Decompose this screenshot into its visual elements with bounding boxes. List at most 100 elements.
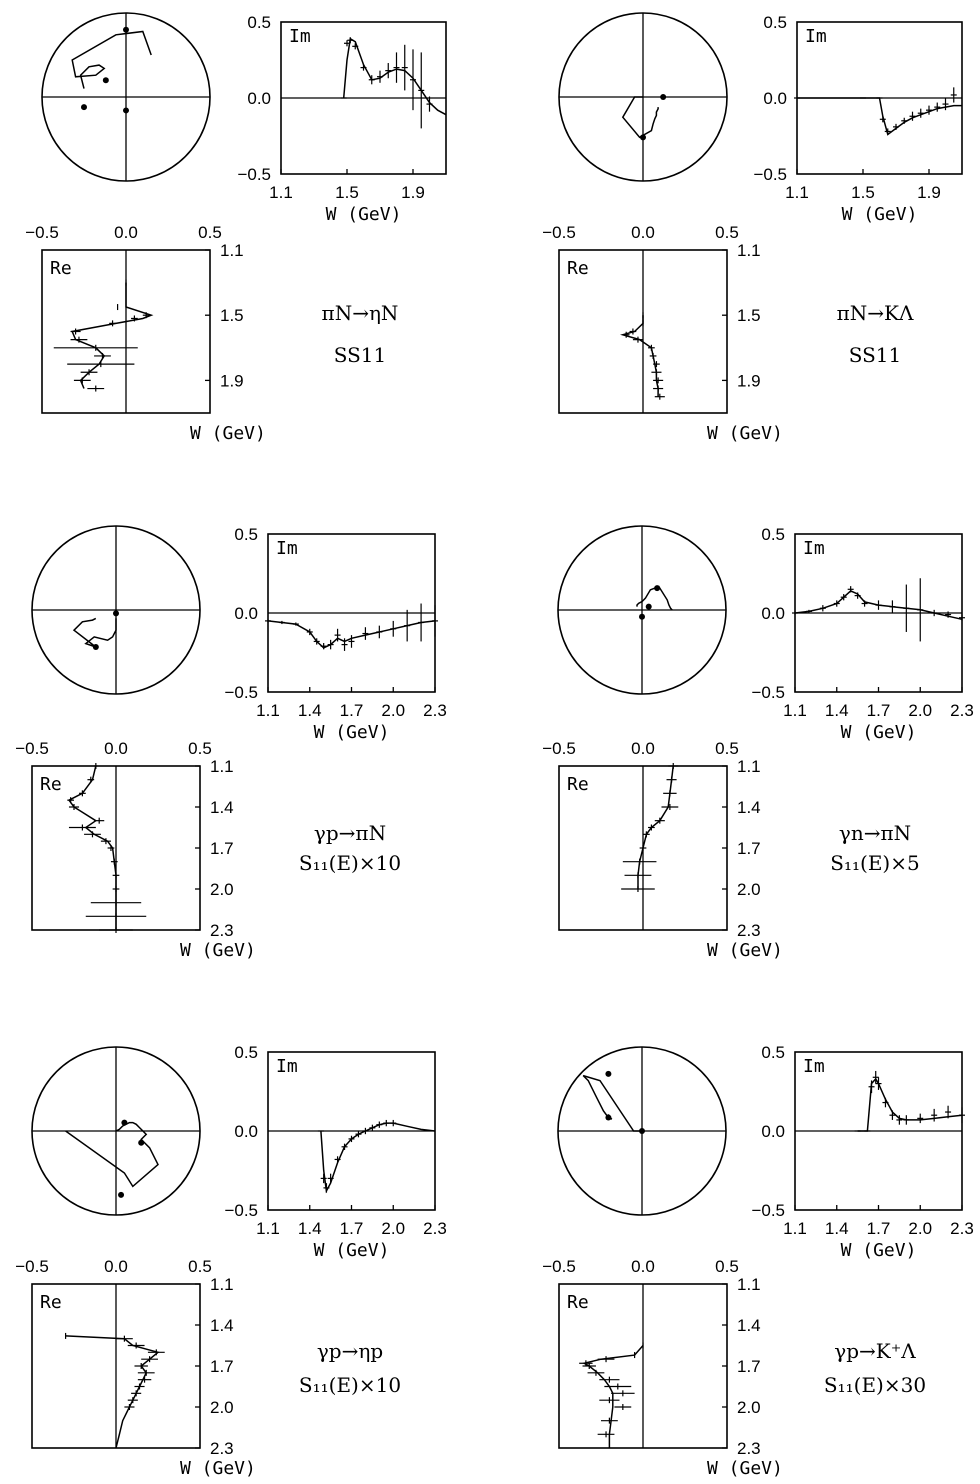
wave-label: S₁₁(E)×10 — [299, 1373, 401, 1397]
w-tick-label: 1.1 — [785, 183, 809, 202]
w-axis-label: W (GeV) — [180, 1458, 256, 1479]
panel-6: Im0.50.0−0.51.1 1.4 1.7 2.0 2.3W (GeV)Re−0.5… — [542, 1043, 974, 1479]
w-tick-label: 2.3 — [737, 921, 761, 940]
imag-tick-label: −0.5 — [751, 683, 785, 702]
w-axis-label: W (GeV) — [841, 1240, 917, 1261]
argand-marker — [123, 107, 129, 114]
panel-2: Im0.50.0−0.51.1 1.5 1.9W (GeV)Re−0.5 0.0 0.5… — [542, 12, 963, 444]
argand-marker — [81, 104, 87, 111]
real-label: Re — [567, 774, 589, 795]
real-part-plot: Re −0.5 0.0 0.51.1 1.4 1.7 2.0 2.3W (GeV) — [15, 1257, 256, 1479]
reaction-label: γp→ηp — [317, 1339, 383, 1363]
argand-marker — [605, 1114, 612, 1121]
imag-fit-curve — [267, 620, 436, 649]
w-tick-label: 1.7 — [737, 839, 761, 858]
imag-tick-label: 0.5 — [761, 1043, 785, 1062]
real-tick-label: 0.0 — [114, 223, 138, 242]
imag-part-plot: Im 0.5 0.0 −0.51.1 1.5 1.9 W (GeV) — [237, 13, 447, 225]
real-tick-label: −0.5 — [15, 1257, 49, 1276]
argand-trajectory — [621, 96, 659, 139]
real-tick-label: 0.5 — [188, 739, 212, 758]
imag-tick-label: 0.0 — [763, 89, 787, 108]
real-tick-label: 0.0 — [104, 1257, 128, 1276]
real-tick-label: 0.5 — [715, 739, 739, 758]
argand-diagram — [31, 525, 201, 695]
real-tick-label: 0.0 — [631, 223, 655, 242]
wave-label: S₁₁(E)×5 — [830, 851, 919, 875]
imag-part-plot: Im 0.5 0.0 −0.51.1 1.4 1.7 2.0 2.3 W (GeV) — [751, 1043, 973, 1261]
reaction-label: πN→ηN — [322, 301, 399, 325]
w-tick-label: 2.3 — [950, 1219, 974, 1238]
real-tick-label: 0.5 — [198, 223, 222, 242]
w-axis-label: W (GeV) — [326, 204, 402, 225]
imag-label: Im — [276, 1056, 298, 1077]
argand-diagram — [557, 525, 727, 695]
w-tick-label: 2.0 — [210, 880, 234, 899]
w-tick-label: 1.9 — [220, 371, 244, 390]
imag-fit-curve — [797, 97, 962, 136]
real-label: Re — [50, 258, 72, 279]
reaction-label: γp→πN — [314, 821, 386, 845]
argand-marker — [654, 585, 661, 592]
imag-part-plot: Im 0.5 0.0 −0.51.1 1.4 1.7 2.0 2.3 W (GeV) — [224, 1043, 446, 1261]
imag-tick-label: −0.5 — [753, 165, 787, 184]
w-tick-label: 2.0 — [737, 880, 761, 899]
w-tick-label: 1.7 — [210, 1357, 234, 1376]
argand-trajectory — [636, 585, 673, 611]
real-tick-label: 0.5 — [715, 1257, 739, 1276]
imag-tick-label: 0.0 — [761, 604, 785, 623]
w-tick-label: 2.3 — [950, 701, 974, 720]
w-tick-label: 2.0 — [908, 1219, 932, 1238]
imag-tick-label: −0.5 — [224, 683, 258, 702]
real-tick-label: −0.5 — [542, 1257, 576, 1276]
w-tick-label: 2.0 — [381, 701, 405, 720]
panel-4: Im0.50.0−0.51.1 1.4 1.7 2.0 2.3W (GeV)Re−0.5… — [542, 525, 974, 961]
w-tick-label: 1.1 — [256, 1219, 280, 1238]
w-tick-label: 2.3 — [423, 701, 447, 720]
w-tick-label: 1.1 — [256, 701, 280, 720]
imag-tick-label: 0.0 — [234, 1122, 258, 1141]
w-tick-label: 1.4 — [210, 798, 234, 817]
w-tick-label: 1.5 — [851, 183, 875, 202]
wave-label: SS11 — [849, 343, 902, 367]
w-tick-label: 2.3 — [423, 1219, 447, 1238]
w-axis-label: W (GeV) — [314, 1240, 390, 1261]
w-tick-label: 1.4 — [737, 1316, 761, 1335]
real-label: Re — [567, 1292, 589, 1313]
real-part-plot: Re −0.5 0.0 0.51.1 1.5 1.9 W (GeV) — [542, 223, 783, 444]
imag-part-plot: Im 0.5 0.0 −0.51.1 1.4 1.7 2.0 2.3 W (GeV) — [224, 525, 446, 743]
w-tick-label: 1.7 — [340, 701, 364, 720]
real-tick-label: 0.0 — [104, 739, 128, 758]
w-tick-label: 2.3 — [737, 1439, 761, 1458]
argand-trajectory — [72, 617, 117, 648]
w-tick-label: 1.4 — [298, 1219, 322, 1238]
argand-trajectory — [582, 1074, 642, 1132]
w-tick-label: 1.4 — [825, 701, 849, 720]
imag-label: Im — [805, 26, 827, 47]
panel-1: Im0.50.0−0.51.1 1.5 1.9W (GeV)Re−0.5 0.0 0.5… — [25, 12, 447, 444]
w-tick-label: 1.7 — [210, 839, 234, 858]
imag-tick-label: 0.0 — [247, 89, 271, 108]
real-fit-curve — [65, 1335, 160, 1449]
w-tick-label: 2.0 — [908, 701, 932, 720]
w-tick-label: 1.9 — [401, 183, 425, 202]
real-label: Re — [567, 258, 589, 279]
real-tick-label: −0.5 — [542, 739, 576, 758]
argand-trajectory — [71, 30, 152, 89]
w-tick-label: 1.1 — [210, 1275, 234, 1294]
argand-marker — [123, 26, 129, 33]
w-tick-label: 1.1 — [220, 241, 244, 260]
real-fit-curve — [582, 1345, 644, 1448]
imag-fit-curve — [320, 1122, 436, 1194]
w-tick-label: 2.0 — [381, 1219, 405, 1238]
imag-tick-label: 0.5 — [761, 525, 785, 544]
w-tick-label: 2.0 — [737, 1398, 761, 1417]
real-tick-label: 0.0 — [631, 1257, 655, 1276]
w-axis-label: W (GeV) — [707, 940, 783, 961]
w-axis-label: W (GeV) — [707, 423, 783, 444]
panel-3: Im0.50.0−0.51.1 1.4 1.7 2.0 2.3W (GeV)Re−0.5… — [15, 525, 447, 961]
argand-diagram — [558, 12, 728, 182]
w-axis-label: W (GeV) — [707, 1458, 783, 1479]
w-tick-label: 1.9 — [917, 183, 941, 202]
w-tick-label: 1.4 — [210, 1316, 234, 1335]
